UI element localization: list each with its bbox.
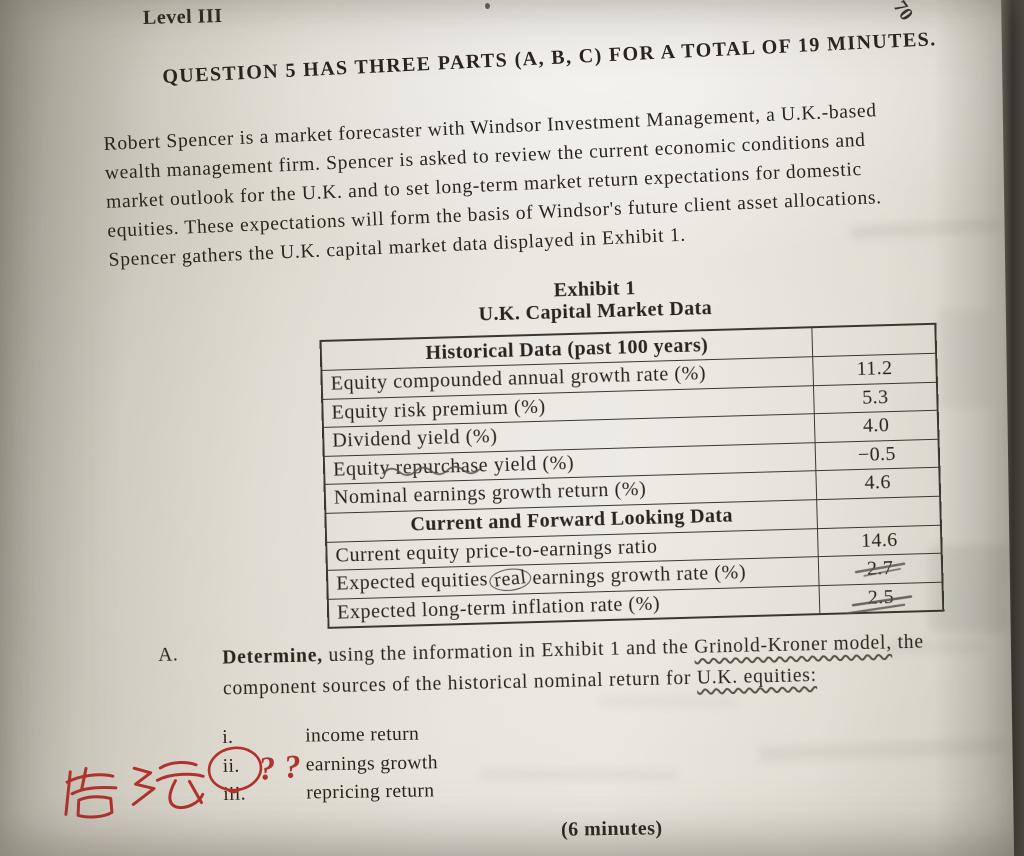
row-value: 4.6: [815, 467, 941, 500]
part-a-text: Determine, using the information in Exhi…: [222, 628, 925, 705]
question-heading: QUESTION 5 HAS THREE PARTS (A, B, C) FOR…: [161, 28, 938, 89]
row-value: 11.2: [812, 353, 937, 386]
pencil-squiggled-word: repurchase: [395, 454, 489, 479]
bleed-through-smudge: [478, 768, 678, 781]
empty-cell: [816, 495, 941, 529]
body-text: the: [891, 631, 925, 654]
page-number: 70: [888, 0, 917, 25]
handwritten-question-marks: ??: [257, 748, 312, 788]
row-value: 5.3: [813, 381, 938, 414]
directive-word: Determine,: [222, 645, 324, 669]
red-circle-annotation: [207, 746, 263, 794]
bleed-through-smudge: [757, 737, 1009, 763]
list-label: income return: [305, 723, 420, 747]
bleed-through-smudge: [938, 308, 993, 408]
label-text: earnings growth rate (%): [532, 561, 747, 590]
pencil-underlined-phrase: Grinold-Kroner model,: [694, 632, 893, 658]
pen-circled-word: real: [487, 566, 533, 594]
list-label: earnings growth: [305, 751, 439, 776]
capital-market-table: Historical Data (past 100 years) Equity …: [319, 322, 945, 629]
row-value: 14.6: [817, 524, 942, 557]
exhibit-1: Exhibit 1 U.K. Capital Market Data Histo…: [318, 269, 945, 629]
row-value: 4.0: [814, 410, 939, 443]
body-text: using the information in Exhibit 1 and t…: [322, 636, 695, 667]
body-text: component sources of the historical nomi…: [222, 667, 698, 700]
level-label: Level III: [142, 4, 223, 30]
row-value: 2.5: [819, 581, 944, 615]
bleed-through-smudge: [888, 640, 988, 654]
bleed-through-smudge: [598, 695, 738, 708]
label-text: yield (%): [487, 451, 575, 477]
label-text: Expected equities: [336, 568, 489, 595]
duration-note: (6 minutes): [560, 817, 663, 841]
label-text: Equity: [332, 456, 396, 481]
row-value: 2.7: [818, 553, 943, 586]
pencil-underlined-phrase: U.K. equities:: [696, 664, 818, 689]
part-label: A.: [158, 644, 179, 666]
bleed-through-smudge: [928, 545, 1008, 633]
row-value: −0.5: [815, 438, 940, 471]
intro-paragraph: Robert Spencer is a market forecaster wi…: [103, 91, 1013, 275]
empty-cell: [811, 323, 937, 357]
list-label: repricing return: [306, 780, 435, 804]
question-part-a: A. Determine, using the information in E…: [158, 625, 1024, 706]
handwritten-chinese-annotation: [64, 761, 205, 819]
dust-speck: [485, 3, 490, 9]
